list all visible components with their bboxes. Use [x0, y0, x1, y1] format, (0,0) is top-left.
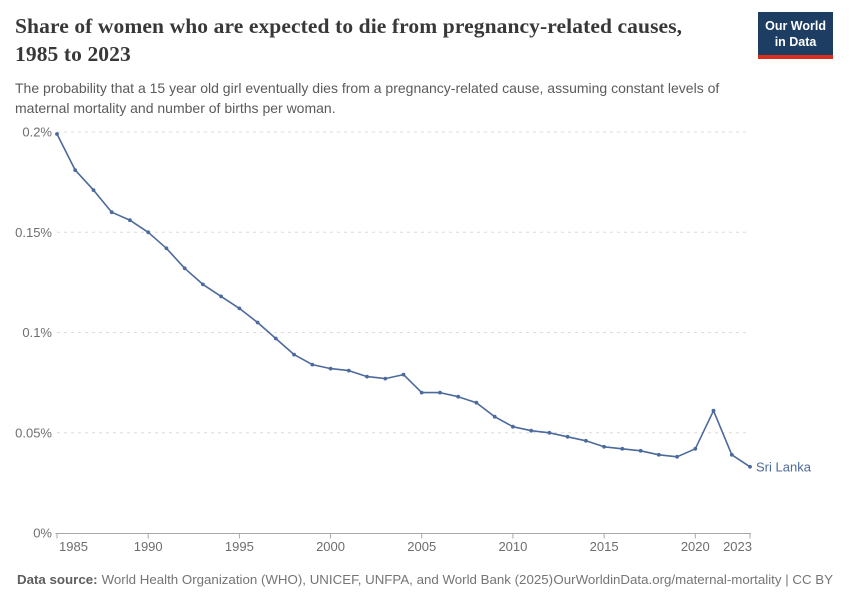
- data-point: [492, 414, 497, 419]
- data-point: [255, 320, 260, 325]
- owid-logo-line2: in Data: [774, 35, 817, 49]
- data-point: [656, 452, 661, 457]
- attribution[interactable]: OurWorldinData.org/maternal-mortality | …: [553, 572, 833, 587]
- data-point: [620, 446, 625, 451]
- page-title: Share of women who are expected to die f…: [15, 14, 683, 67]
- data-source-text: World Health Organization (WHO), UNICEF,…: [101, 572, 554, 587]
- data-point: [328, 366, 333, 371]
- series-line-sri-lanka: [56, 133, 751, 468]
- data-point: [565, 434, 570, 439]
- data-point: [547, 430, 552, 435]
- x-tick-label: 1985: [59, 539, 88, 554]
- data-point: [237, 306, 242, 311]
- data-point: [602, 444, 606, 449]
- data-point: [638, 448, 643, 453]
- data-point: [127, 218, 132, 223]
- data-point: [273, 336, 278, 341]
- x-tick-label: 1990: [134, 539, 163, 554]
- data-point: [456, 394, 461, 399]
- data-point: [474, 400, 479, 405]
- data-point: [310, 362, 315, 367]
- x-tick-label: 2010: [498, 539, 527, 554]
- data-point: [675, 454, 679, 459]
- y-tick-label: 0.15%: [15, 225, 52, 240]
- data-point: [146, 230, 151, 235]
- data-point: [711, 408, 716, 413]
- data-source-label: Data source:: [17, 572, 98, 587]
- y-tick-label: 0.2%: [22, 125, 52, 140]
- chart-subtitle: The probability that a 15 year old girl …: [15, 79, 720, 117]
- data-point: [729, 452, 734, 457]
- data-point: [346, 368, 351, 373]
- data-point: [164, 246, 169, 251]
- x-tick-label: 2015: [590, 539, 619, 554]
- data-point: [219, 294, 224, 299]
- x-tick-label: 2023: [723, 539, 752, 554]
- data-source: Data source: World Health Organization (W…: [17, 572, 553, 587]
- chart-header: Share of women who are expected to die f…: [15, 12, 835, 118]
- data-point: [365, 374, 369, 379]
- owid-logo: Our World in Data: [758, 12, 833, 59]
- y-tick-label: 0%: [33, 526, 52, 541]
- data-point: [55, 132, 59, 136]
- data-point: [419, 390, 424, 395]
- data-point: [511, 424, 515, 429]
- data-point: [292, 352, 296, 357]
- chart-footer: Data source: World Health Organization (W…: [17, 572, 833, 587]
- data-point: [584, 438, 588, 443]
- x-tick-label: 2005: [407, 539, 436, 554]
- data-point: [182, 266, 187, 271]
- data-point: [109, 210, 114, 215]
- data-point: [401, 372, 406, 377]
- data-point: [383, 376, 388, 381]
- y-tick-label: 0.05%: [15, 425, 52, 440]
- data-point: [201, 282, 205, 287]
- data-point: [693, 446, 698, 451]
- owid-logo-line1: Our World: [765, 19, 826, 33]
- data-point: [748, 464, 752, 469]
- x-tick-label: 2020: [681, 539, 710, 554]
- x-tick-label: 2000: [316, 539, 345, 554]
- data-point: [91, 188, 96, 193]
- x-tick-label: 1995: [225, 539, 254, 554]
- y-tick-label: 0.1%: [22, 325, 52, 340]
- data-point: [438, 390, 442, 395]
- data-point: [529, 428, 534, 433]
- series-end-label: Sri Lanka: [756, 459, 812, 474]
- data-point: [73, 168, 78, 173]
